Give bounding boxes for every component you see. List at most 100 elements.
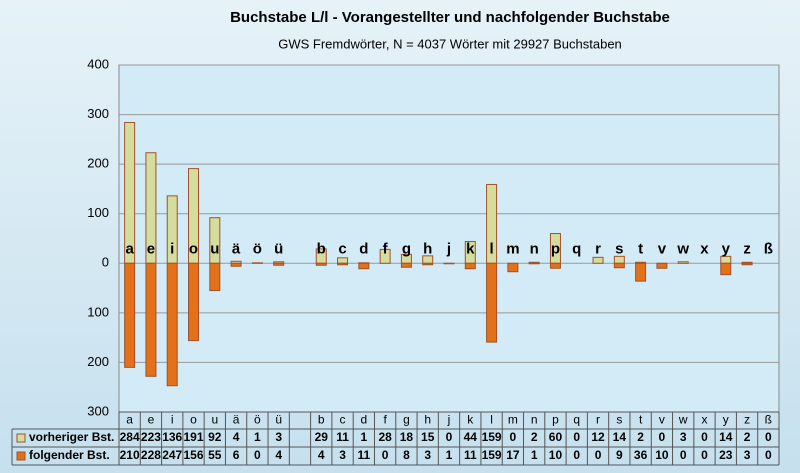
x-tick-label: i bbox=[171, 413, 174, 427]
x-tick-label: ö bbox=[254, 413, 261, 427]
category-label: u bbox=[210, 240, 219, 257]
bar bbox=[720, 262, 732, 276]
category-label: y bbox=[722, 240, 731, 257]
x-tick-label: g bbox=[403, 413, 410, 427]
x-tick-label: m bbox=[508, 413, 518, 427]
bar bbox=[337, 257, 349, 264]
y-tick-label: 300 bbox=[87, 403, 109, 418]
bar bbox=[613, 262, 625, 269]
legend-label: vorheriger Bst. bbox=[29, 430, 114, 444]
category-label: k bbox=[466, 240, 475, 257]
category-label: ü bbox=[274, 240, 283, 257]
category-label: v bbox=[658, 240, 667, 257]
x-tick-label: n bbox=[531, 413, 538, 427]
table-value: 0 bbox=[680, 448, 687, 462]
x-tick-label: o bbox=[190, 413, 197, 427]
x-tick-label: ü bbox=[275, 413, 282, 427]
category-label: ö bbox=[253, 240, 262, 257]
x-tick-label: t bbox=[639, 413, 643, 427]
bar bbox=[145, 262, 157, 377]
bar bbox=[613, 255, 625, 264]
x-tick-label: f bbox=[383, 413, 387, 427]
x-tick-label: e bbox=[148, 413, 155, 427]
category-label: w bbox=[676, 240, 689, 257]
category-label: q bbox=[572, 240, 581, 257]
bar bbox=[379, 248, 391, 264]
category-label: h bbox=[423, 240, 432, 257]
x-tick-label: a bbox=[126, 413, 133, 427]
table-value: 55 bbox=[208, 448, 222, 462]
table-value: 23 bbox=[719, 448, 733, 462]
table-value: 10 bbox=[655, 448, 669, 462]
table-value: 3 bbox=[339, 448, 346, 462]
table-value: 1 bbox=[360, 430, 367, 444]
x-tick-label: c bbox=[340, 413, 346, 427]
x-tick-label: s bbox=[616, 413, 622, 427]
category-label: m bbox=[506, 240, 519, 257]
x-tick-label: q bbox=[573, 413, 580, 427]
table-value: 0 bbox=[382, 448, 389, 462]
table-value: 1 bbox=[254, 430, 261, 444]
bar bbox=[656, 262, 668, 269]
x-tick-label: l bbox=[490, 413, 493, 427]
table-value: 0 bbox=[765, 430, 772, 444]
category-label: s bbox=[615, 240, 623, 257]
table-value: 2 bbox=[637, 430, 644, 444]
table-value: 3 bbox=[424, 448, 431, 462]
x-tick-label: x bbox=[701, 413, 707, 427]
y-tick-label: 0 bbox=[102, 255, 109, 270]
category-label: a bbox=[125, 240, 134, 257]
x-tick-label: b bbox=[318, 413, 325, 427]
table-value: 9 bbox=[616, 448, 623, 462]
bar bbox=[507, 262, 519, 273]
category-label: c bbox=[338, 240, 346, 257]
table-value: 3 bbox=[275, 430, 282, 444]
category-label: i bbox=[170, 240, 174, 257]
bar bbox=[124, 262, 136, 368]
x-tick-label: r bbox=[596, 413, 600, 427]
category-label: o bbox=[189, 240, 198, 257]
table-value: 2 bbox=[531, 430, 538, 444]
x-tick-label: d bbox=[360, 413, 367, 427]
table-value: 0 bbox=[446, 430, 453, 444]
table-value: 191 bbox=[184, 430, 204, 444]
bar bbox=[486, 262, 498, 343]
x-tick-label: k bbox=[467, 413, 474, 427]
bar bbox=[358, 262, 370, 270]
table-value: 2 bbox=[744, 430, 751, 444]
category-label: f bbox=[383, 240, 389, 257]
category-label: n bbox=[530, 240, 539, 257]
table-value: 18 bbox=[400, 430, 414, 444]
table-value: 0 bbox=[765, 448, 772, 462]
bar bbox=[464, 262, 476, 270]
table-value: 28 bbox=[378, 430, 392, 444]
table-value: 15 bbox=[421, 430, 435, 444]
x-tick-label: z bbox=[744, 413, 750, 427]
x-tick-label: h bbox=[424, 413, 431, 427]
table-value: 60 bbox=[549, 430, 563, 444]
category-label: t bbox=[638, 240, 643, 257]
table-value: 0 bbox=[659, 430, 666, 444]
grid bbox=[11, 64, 780, 466]
bar bbox=[400, 262, 412, 268]
table-value: 1 bbox=[531, 448, 538, 462]
category-label: l bbox=[489, 240, 493, 257]
bar bbox=[720, 255, 732, 264]
bar bbox=[422, 262, 434, 266]
y-tick-label: 100 bbox=[87, 304, 109, 319]
legend-swatch bbox=[16, 451, 26, 461]
bar bbox=[188, 262, 200, 342]
x-tick-label: ß bbox=[765, 413, 772, 427]
table-value: 0 bbox=[254, 448, 261, 462]
x-tick-label: j bbox=[447, 413, 451, 427]
table-value: 36 bbox=[634, 448, 648, 462]
category-label: z bbox=[743, 240, 751, 257]
table-value: 6 bbox=[233, 448, 240, 462]
table-value: 11 bbox=[464, 448, 477, 462]
category-label: b bbox=[317, 240, 326, 257]
table-value: 3 bbox=[744, 448, 751, 462]
table-value: 210 bbox=[120, 448, 140, 462]
table-value: 136 bbox=[162, 430, 182, 444]
